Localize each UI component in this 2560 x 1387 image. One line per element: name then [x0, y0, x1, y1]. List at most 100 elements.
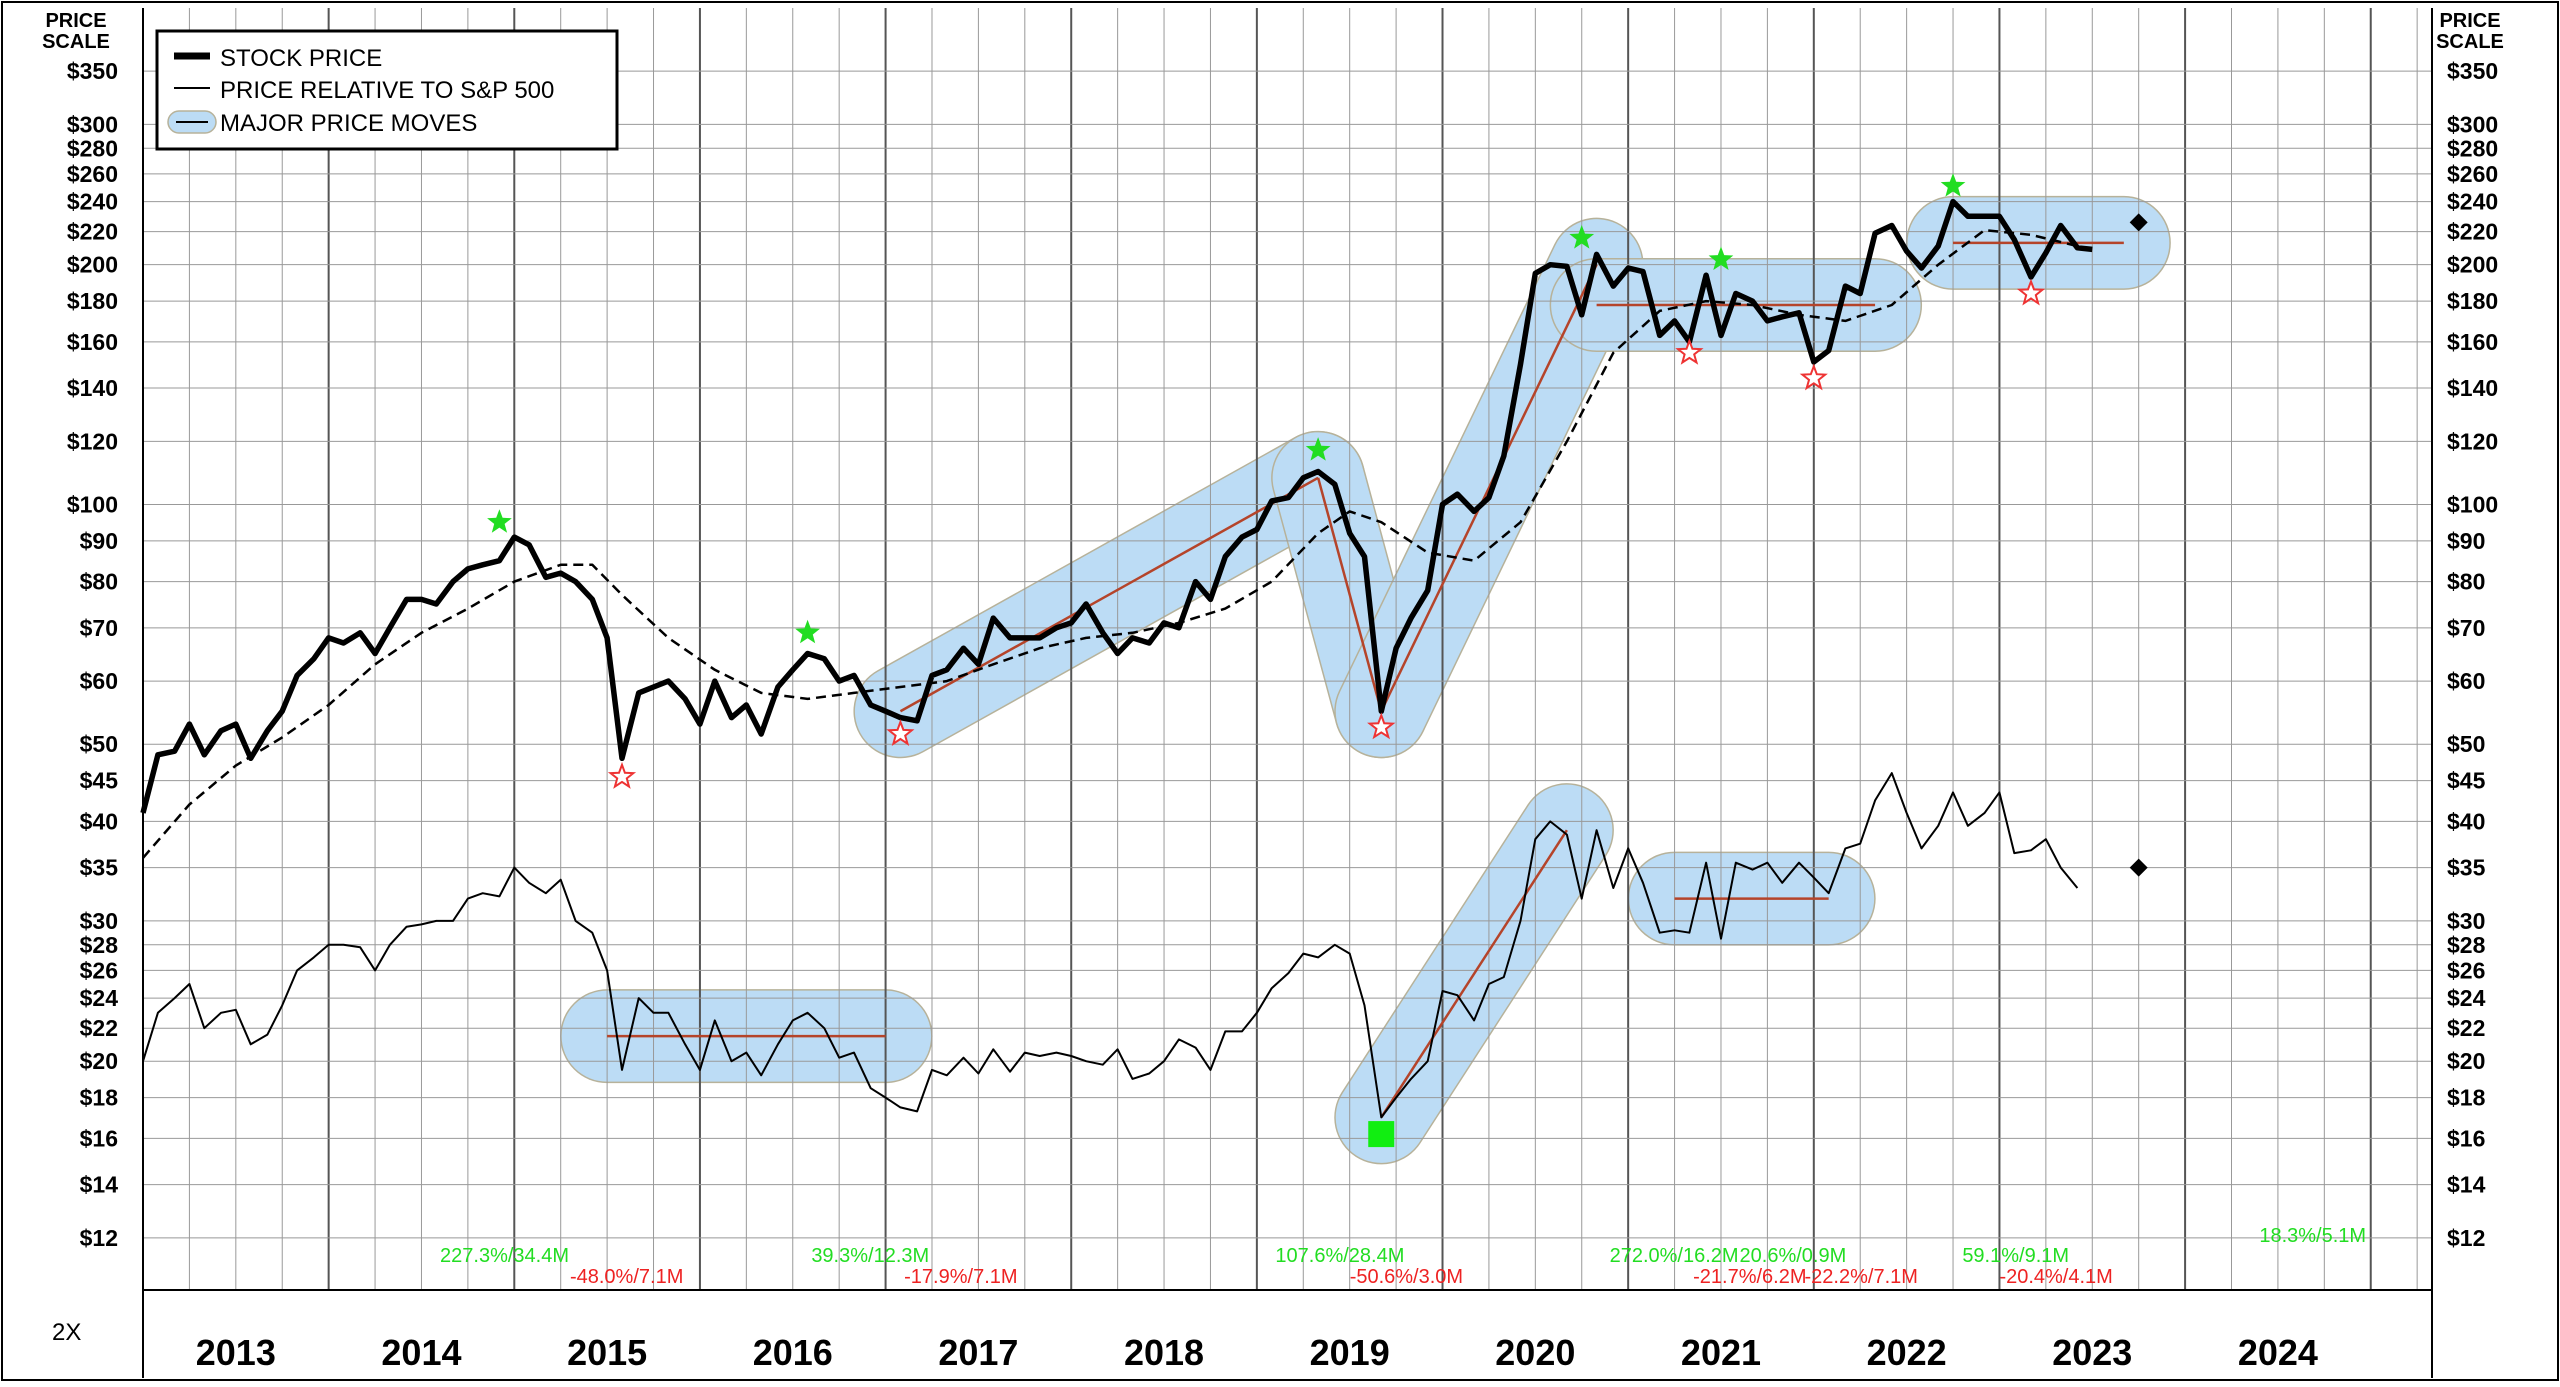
- price-move-trendline: [1380, 264, 1598, 712]
- y-tick-label-left: $120: [67, 428, 118, 454]
- y-tick-label-left: $24: [80, 985, 119, 1011]
- year-label: 2018: [1124, 1332, 1204, 1373]
- y-tick-label-left: $350: [67, 58, 118, 84]
- red-star-marker: [1799, 363, 1828, 391]
- price-scale-label-right-1: PRICE: [2439, 10, 2500, 32]
- legend-band-label: MAJOR PRICE MOVES: [220, 110, 477, 137]
- y-tick-label-left: $220: [67, 219, 118, 245]
- move-stat-label: 39.3%/12.3M: [811, 1245, 929, 1267]
- move-stat-label: -21.7%/6.2M: [1693, 1266, 1806, 1288]
- y-tick-label-right: $260: [2447, 161, 2498, 187]
- year-label: 2023: [2052, 1332, 2132, 1373]
- series-stock-price: [140, 198, 2093, 814]
- y-tick-label-right: $240: [2447, 189, 2498, 215]
- year-label: 2015: [567, 1332, 647, 1373]
- y-tick-label-right: $120: [2447, 428, 2498, 454]
- year-label: 2024: [2238, 1332, 2318, 1373]
- year-label: 2013: [196, 1332, 276, 1373]
- y-tick-label-right: $180: [2447, 288, 2498, 314]
- y-tick-label-right: $100: [2447, 491, 2498, 517]
- red-star-marker: [2016, 278, 2046, 306]
- y-tick-label-left: $260: [67, 161, 118, 187]
- price-scale-label-left-2: SCALE: [42, 31, 110, 53]
- move-stat-label: 18.3%/5.1M: [2259, 1225, 2366, 1247]
- price-move-trendline: [899, 476, 1319, 713]
- move-stat-label: -17.9%/7.1M: [904, 1266, 1017, 1288]
- current-price-diamond: [2129, 858, 2148, 877]
- move-stat-label: 227.3%/34.4M: [440, 1245, 569, 1267]
- y-tick-label-left: $12: [80, 1225, 118, 1251]
- y-tick-label-right: $50: [2447, 731, 2485, 757]
- y-tick-label-right: $300: [2447, 111, 2498, 137]
- y-tick-label-left: $22: [80, 1015, 118, 1041]
- y-tick-label-right: $28: [2447, 932, 2486, 958]
- green-star-marker: [795, 619, 820, 644]
- y-tick-label-right: $280: [2447, 135, 2498, 161]
- price-scale-label-right-2: SCALE: [2436, 31, 2504, 53]
- legend: STOCK PRICE PRICE RELATIVE TO S&P 500 MA…: [155, 29, 619, 151]
- y-tick-label-right: $140: [2447, 375, 2498, 401]
- current-price-diamond: [2129, 213, 2148, 232]
- y-tick-label-left: $20: [80, 1048, 118, 1074]
- year-label: 2014: [381, 1332, 461, 1373]
- year-label: 2017: [938, 1332, 1018, 1373]
- y-tick-label-right: $90: [2447, 528, 2485, 554]
- legend-relative-label: PRICE RELATIVE TO S&P 500: [220, 77, 554, 104]
- y-tick-label-left: $80: [80, 569, 118, 595]
- price-move-trendline: [1380, 829, 1568, 1119]
- legend-stock-label: STOCK PRICE: [220, 45, 382, 72]
- y-tick-label-right: $160: [2447, 329, 2498, 355]
- year-label: 2016: [753, 1332, 833, 1373]
- year-label: 2022: [1867, 1332, 1947, 1373]
- y-tick-label-left: $40: [80, 808, 118, 834]
- y-tick-label-left: $180: [67, 288, 118, 314]
- y-tick-label-right: $24: [2447, 985, 2486, 1011]
- y-tick-label-left: $70: [80, 615, 118, 641]
- y-tick-label-left: $18: [80, 1085, 119, 1111]
- y-tick-label-right: $80: [2447, 569, 2485, 595]
- y-tick-label-left: $90: [80, 528, 118, 554]
- green-star-marker: [1940, 173, 1966, 197]
- y-tick-label-left: $35: [80, 855, 119, 881]
- scale-factor-label: 2X: [52, 1319, 81, 1346]
- move-stat-label: 20.6%/0.9M: [1740, 1245, 1847, 1267]
- y-tick-label-right: $20: [2447, 1048, 2485, 1074]
- y-tick-label-left: $28: [80, 932, 119, 958]
- y-tick-label-left: $100: [67, 491, 118, 517]
- y-tick-label-left: $300: [67, 111, 118, 137]
- y-tick-label-right: $60: [2447, 668, 2485, 694]
- y-tick-label-right: $26: [2447, 957, 2485, 983]
- move-stat-label: -48.0%/7.1M: [570, 1266, 683, 1288]
- green-star-marker: [1305, 437, 1331, 461]
- y-tick-label-right: $35: [2447, 855, 2486, 881]
- green-star-marker: [1569, 225, 1595, 249]
- series-price-relative-to-s-p-500: [142, 772, 2079, 1119]
- price-scale-label-left-1: PRICE: [45, 10, 106, 32]
- green-star-marker: [487, 509, 512, 533]
- move-stat-label: -20.4%/4.1M: [1999, 1266, 2112, 1288]
- y-tick-label-left: $60: [80, 668, 118, 694]
- y-tick-label-right: $40: [2447, 808, 2485, 834]
- red-star-marker: [886, 719, 915, 747]
- move-stat-label: -50.6%/3.0M: [1350, 1266, 1463, 1288]
- move-stat-label: -22.2%/7.1M: [1805, 1266, 1918, 1288]
- y-tick-label-left: $240: [67, 189, 118, 215]
- move-stat-label: 59.1%/9.1M: [1962, 1245, 2069, 1267]
- move-stat-label: 272.0%/16.2M: [1610, 1245, 1739, 1267]
- red-star-marker: [1675, 337, 1704, 365]
- y-tick-label-right: $70: [2447, 615, 2485, 641]
- y-tick-label-left: $140: [67, 375, 118, 401]
- move-stat-label: 107.6%/28.4M: [1275, 1245, 1404, 1267]
- legend-box: [155, 29, 619, 151]
- y-tick-label-right: $16: [2447, 1125, 2485, 1151]
- series-moving-average: [142, 228, 2078, 859]
- y-tick-label-left: $26: [80, 957, 118, 983]
- y-tick-label-left: $50: [80, 731, 118, 757]
- y-tick-label-left: $14: [80, 1172, 119, 1198]
- y-tick-label-left: $160: [67, 329, 118, 355]
- y-tick-label-right: $22: [2447, 1015, 2485, 1041]
- y-tick-label-right: $45: [2447, 768, 2486, 794]
